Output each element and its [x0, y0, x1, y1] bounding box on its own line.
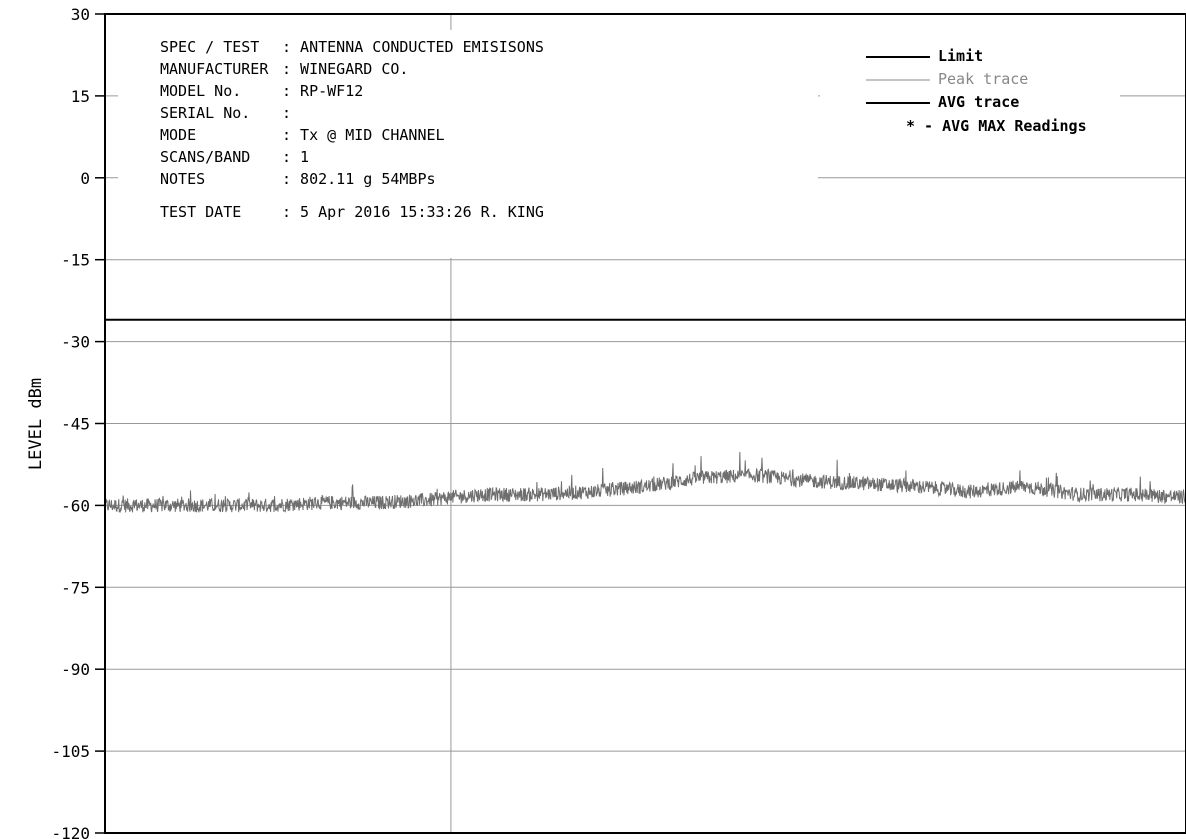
info-label-serial: SERIAL No.	[160, 104, 250, 122]
legend-label-avg: AVG trace	[938, 93, 1019, 111]
legend-label-peak: Peak trace	[938, 70, 1028, 88]
info-value-mode: : Tx @ MID CHANNEL	[282, 126, 445, 144]
y-tick-label: -75	[61, 578, 90, 597]
y-axis-ticks: 30 15 0 -15 -30 -45 -60 -75 -90 -105 -120	[51, 5, 105, 839]
y-axis-label: LEVEL dBm	[26, 378, 46, 470]
series-peak-trace	[104, 451, 1186, 513]
y-tick-label: -120	[51, 824, 90, 839]
legend: Limit Peak trace AVG trace * - AVG MAX R…	[866, 47, 1087, 135]
y-tick-label: 15	[71, 87, 90, 106]
info-block: SPEC / TEST : ANTENNA CONDUCTED EMISISON…	[160, 38, 544, 221]
info-label-scans: SCANS/BAND	[160, 148, 250, 166]
y-tick-label: -60	[61, 496, 90, 515]
y-tick-label: -105	[51, 742, 90, 761]
y-tick-label: 0	[80, 169, 90, 188]
info-label-mode: MODE	[160, 126, 196, 144]
y-tick-label: 30	[71, 5, 90, 24]
plot-frame	[104, 13, 1186, 834]
info-block-background	[118, 30, 818, 258]
info-value-model: : RP-WF12	[282, 82, 363, 100]
legend-label-avg-max: * - AVG MAX Readings	[906, 117, 1087, 135]
info-label-test-date: TEST DATE	[160, 203, 241, 221]
info-label-notes: NOTES	[160, 170, 205, 188]
y-tick-label: -90	[61, 660, 90, 679]
info-label-spec: SPEC / TEST	[160, 38, 259, 56]
info-value-spec: : ANTENNA CONDUCTED EMISISONS	[282, 38, 544, 56]
info-value-scans: : 1	[282, 148, 309, 166]
y-tick-label: -15	[61, 251, 90, 270]
info-label-model: MODEL No.	[160, 82, 241, 100]
y-tick-label: -45	[61, 415, 90, 434]
traces	[104, 318, 1186, 513]
info-value-serial: :	[282, 104, 291, 122]
info-value-notes: : 802.11 g 54MBPs	[282, 170, 436, 188]
legend-label-limit: Limit	[938, 47, 983, 65]
info-label-manufacturer: MANUFACTURER	[160, 60, 269, 78]
info-value-manufacturer: : WINEGARD CO.	[282, 60, 408, 78]
info-value-test-date: : 5 Apr 2016 15:33:26 R. KING	[282, 203, 544, 221]
y-tick-label: -30	[61, 333, 90, 352]
